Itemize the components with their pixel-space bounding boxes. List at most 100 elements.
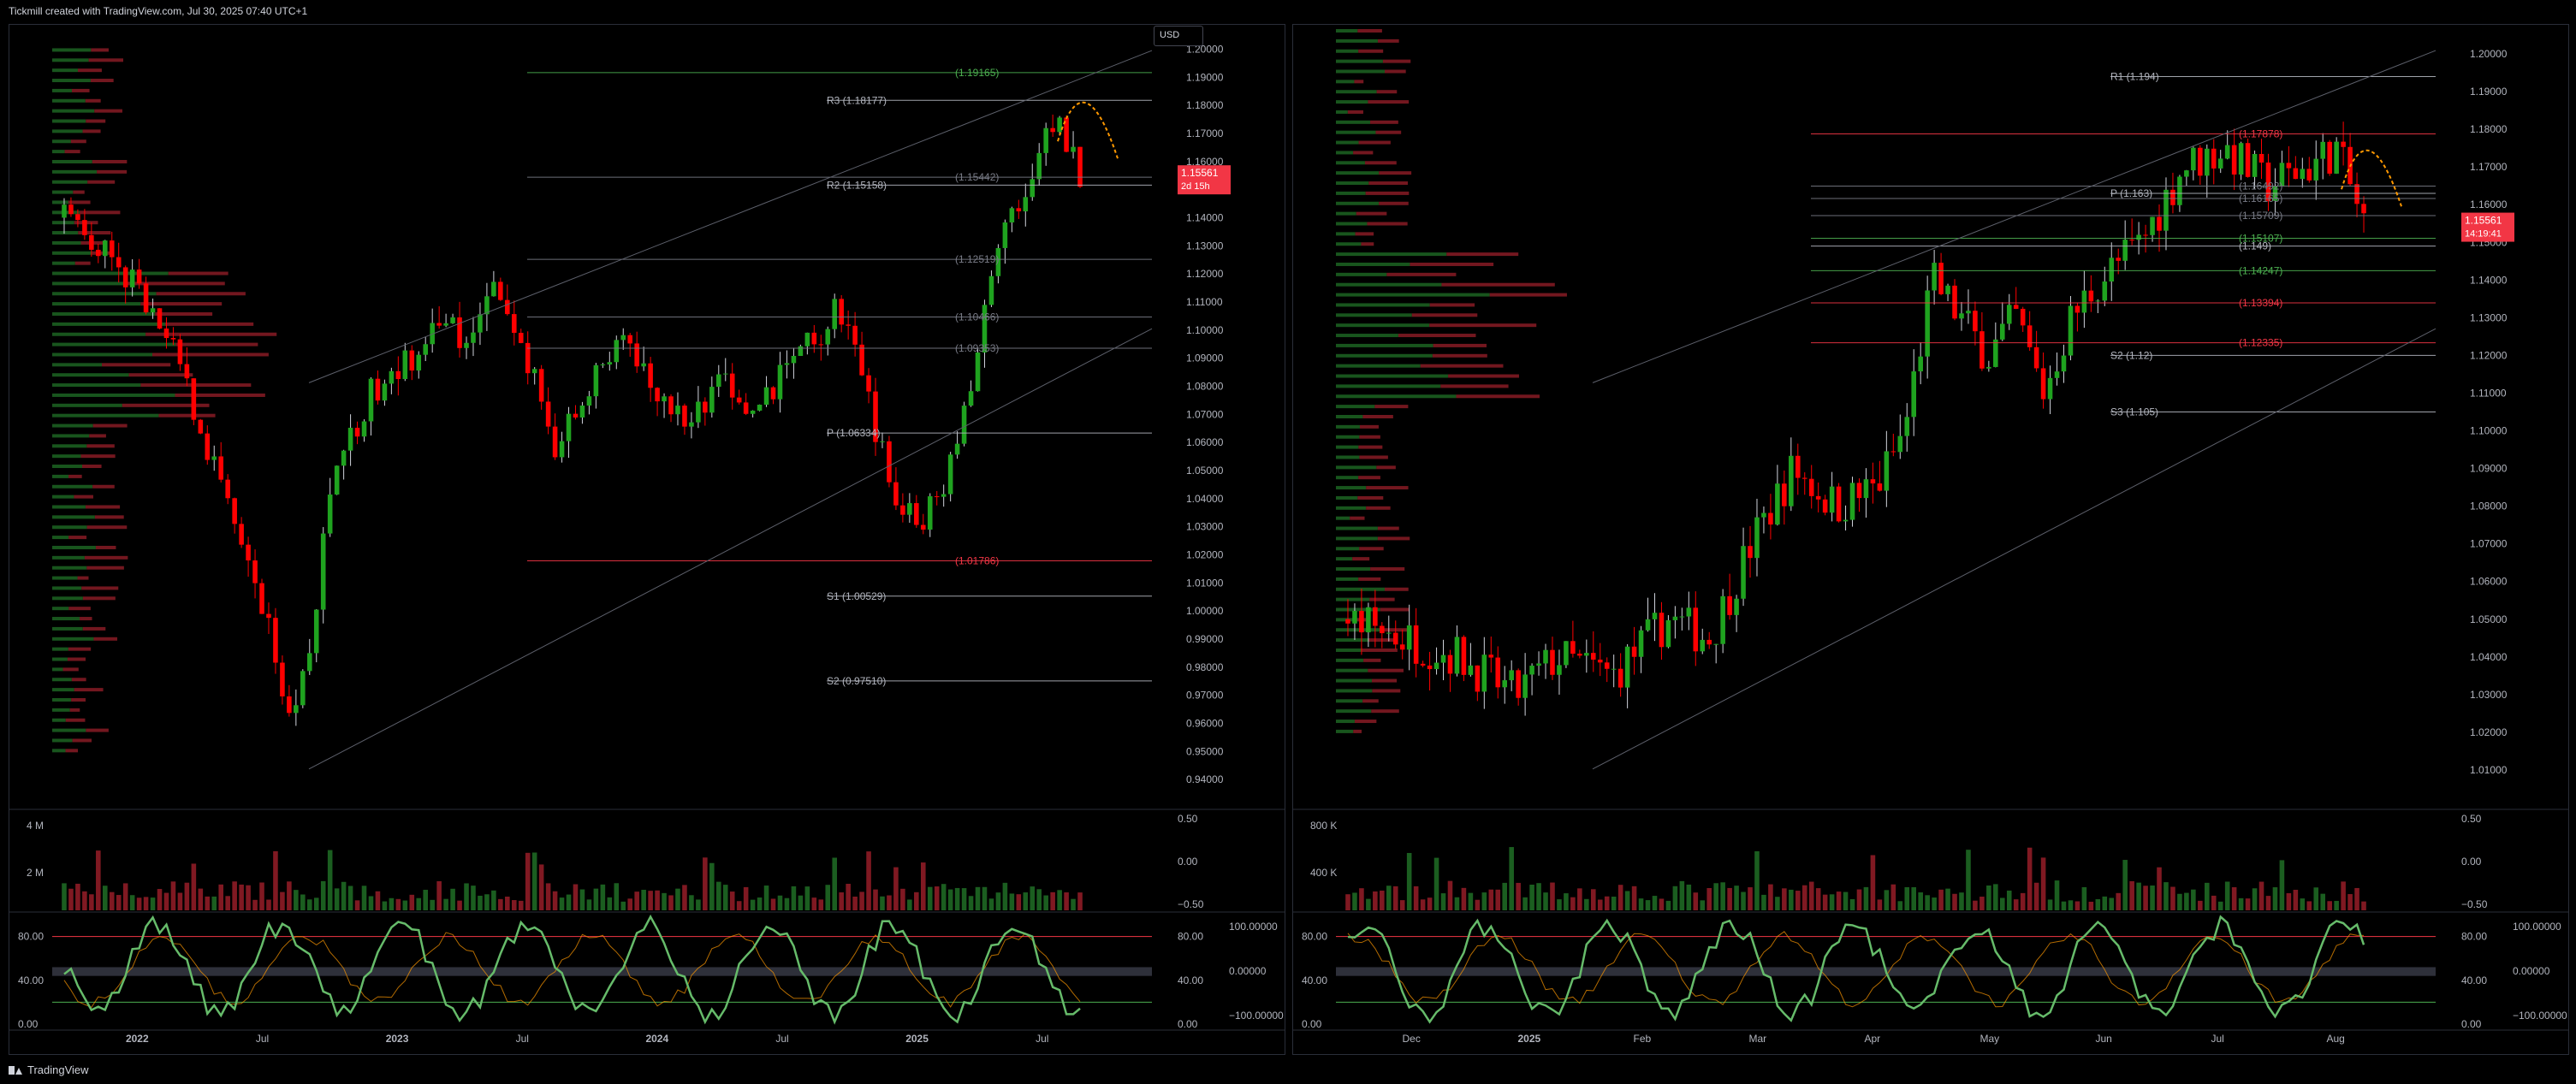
- volume-profile-bar: [1336, 516, 1350, 520]
- volume-profile-bar: [64, 150, 80, 154]
- volume-bar: [2047, 899, 2053, 910]
- volume-bar: [641, 889, 646, 910]
- volume-profile-bar: [74, 688, 104, 692]
- volume-profile-bar: [1358, 476, 1380, 480]
- candle-body: [246, 544, 251, 561]
- right-chart-panel[interactable]: 1.01000 1.02000 1.03000 1.04000 1.05000 1.060…: [1292, 24, 2569, 1055]
- candle-body: [1693, 607, 1699, 652]
- volume-bar: [2095, 899, 2101, 910]
- osc-right-tick: 40.00: [1178, 974, 1203, 986]
- volume-bar: [573, 884, 579, 910]
- left-chart-panel[interactable]: 0.94000 0.95000 0.96000 0.97000 0.98000 0.990…: [9, 24, 1285, 1055]
- candle-body: [280, 662, 285, 696]
- volume-profile-bar: [126, 281, 225, 286]
- candle-body: [1366, 607, 1371, 633]
- candle-body: [552, 426, 558, 458]
- volume-profile-bar: [1377, 39, 1399, 43]
- candle-body: [259, 583, 264, 614]
- volume-bar: [1720, 882, 1725, 910]
- volume-bar: [804, 886, 810, 910]
- candle-body: [2054, 371, 2060, 378]
- candle-body: [1536, 663, 1541, 666]
- volume-profile-bar: [52, 363, 103, 367]
- volume-profile-bar: [1336, 658, 1364, 662]
- candle-body: [1973, 311, 1978, 332]
- volume-profile-bar: [1336, 353, 1433, 358]
- price-tick-label: 1.12000: [2470, 349, 2508, 361]
- volume-profile-bar: [1380, 607, 1410, 612]
- volume-profile-bar: [1336, 648, 1362, 652]
- candle-body: [832, 299, 838, 329]
- candle-body: [1959, 313, 1964, 319]
- price-tick-label: 1.14000: [2470, 274, 2508, 286]
- volume-bar: [143, 897, 149, 910]
- volume-bar: [484, 894, 490, 910]
- volume-bar: [1577, 888, 1582, 910]
- volume-profile-bar: [1336, 151, 1354, 155]
- candle-body: [313, 609, 319, 654]
- volume-profile-bar: [52, 474, 69, 478]
- candle-body: [2238, 143, 2244, 175]
- volume-bar: [743, 886, 749, 910]
- volume-profile-bar: [1336, 607, 1380, 612]
- candle-body: [1057, 117, 1062, 133]
- volume-bar: [1829, 894, 1835, 910]
- volume-bar: [1057, 890, 1062, 910]
- candle-body: [450, 317, 455, 323]
- volume-bar: [1727, 887, 1732, 910]
- volume-bar: [648, 891, 653, 910]
- candle-body: [2033, 347, 2039, 369]
- volume-bar: [416, 897, 422, 910]
- volume-bar: [389, 897, 395, 910]
- volume-bar: [545, 883, 551, 910]
- candle-body: [1686, 607, 1692, 617]
- volume-profile-bar: [1368, 100, 1410, 104]
- candle-body: [1604, 662, 1610, 669]
- volume-bar: [82, 891, 87, 910]
- volume-profile-bar: [1336, 313, 1412, 317]
- level-label: S2 (0.97510): [827, 675, 886, 687]
- volume-bar: [354, 900, 360, 910]
- candle-body: [287, 696, 292, 714]
- candle-body: [2040, 368, 2046, 400]
- left-chart-svg[interactable]: 0.94000 0.95000 0.96000 0.97000 0.98000 0.990…: [9, 25, 1285, 1054]
- candle-body: [1849, 483, 1855, 520]
- volume-profile-bar: [52, 190, 74, 194]
- volume-bar: [320, 880, 326, 910]
- candle-body: [1911, 371, 1917, 418]
- volume-bar: [1945, 888, 1950, 910]
- volume-profile-bar: [1359, 435, 1380, 439]
- candle-body: [2020, 308, 2026, 326]
- volume-bar: [655, 890, 660, 910]
- volume-profile-bar: [52, 352, 153, 357]
- volume-profile-bar: [52, 48, 92, 52]
- volume-profile-bar: [62, 667, 79, 672]
- price-tick-label: 1.04000: [1186, 493, 1224, 505]
- candle-body: [300, 671, 306, 706]
- volume-bar: [2198, 900, 2203, 910]
- volume-bar: [96, 850, 101, 910]
- candle-body: [2211, 148, 2217, 169]
- volume-profile-bar: [68, 647, 92, 651]
- candle-body: [798, 346, 804, 357]
- volume-profile-bar: [1372, 689, 1401, 693]
- volume-profile-bar: [68, 200, 91, 204]
- volume-bar: [982, 886, 988, 910]
- volume-bar: [2184, 892, 2189, 910]
- right-chart-svg[interactable]: 1.01000 1.02000 1.03000 1.04000 1.05000 1.060…: [1293, 25, 2568, 1054]
- osc-tick-label: 80.00: [1302, 931, 1327, 943]
- candle-body: [1345, 619, 1350, 624]
- volume-profile-bar: [1366, 506, 1391, 510]
- volume-profile-bar: [1368, 668, 1404, 672]
- volume-bar: [2265, 896, 2271, 910]
- volume-bar: [1856, 889, 1862, 910]
- volume-bar: [1808, 881, 1814, 910]
- volume-profile-bar: [1411, 313, 1478, 317]
- volume-bar: [920, 862, 926, 910]
- volume-bar: [2224, 881, 2230, 910]
- volume-bar: [109, 891, 115, 910]
- volume-bar: [259, 882, 264, 910]
- currency-button[interactable]: USD: [1154, 26, 1203, 46]
- volume-bar: [1611, 897, 1617, 910]
- price-tick-label: 0.94000: [1186, 773, 1224, 785]
